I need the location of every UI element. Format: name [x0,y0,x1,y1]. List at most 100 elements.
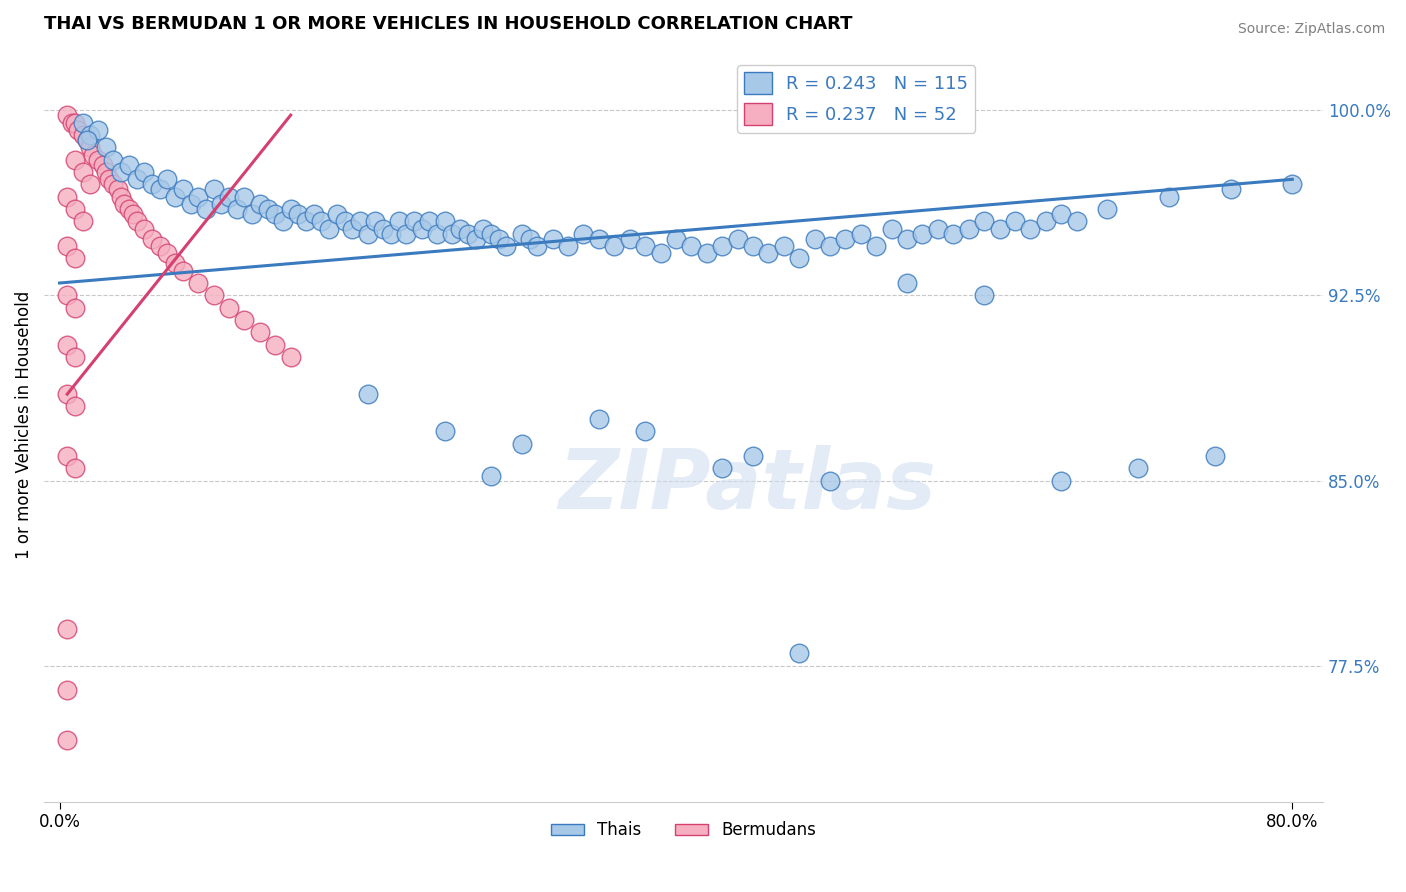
Point [927,221,949,235]
Point [63,115,86,129]
Point [63,252,86,266]
Point [72,165,94,179]
Text: THAI VS BERMUDAN 1 OR MORE VEHICLES IN HOUSEHOLD CORRELATION CHART: THAI VS BERMUDAN 1 OR MORE VEHICLES IN H… [44,15,852,33]
Point [711,461,734,475]
Point [63,153,86,167]
Point [141,231,163,245]
Point [56,622,79,636]
Point [82,147,104,161]
Point [287,207,309,221]
Point [56,683,79,698]
Point [510,227,533,241]
Point [395,227,418,241]
Point [318,221,340,235]
Point [1128,461,1150,475]
Point [110,165,132,179]
Point [172,182,194,196]
Point [134,165,156,179]
Point [295,214,318,228]
Point [495,239,517,253]
Point [911,227,934,241]
Point [418,214,440,228]
Point [256,202,278,216]
Point [202,288,225,302]
Point [179,197,201,211]
Point [411,221,433,235]
Point [742,239,765,253]
Point [865,239,887,253]
Y-axis label: 1 or more Vehicles in Household: 1 or more Vehicles in Household [15,291,32,559]
Point [488,231,510,245]
Point [125,214,148,228]
Point [742,449,765,463]
Point [588,412,610,426]
Point [818,474,841,488]
Point [787,252,810,266]
Point [94,165,117,179]
Point [79,128,101,142]
Point [402,214,425,228]
Point [56,387,79,401]
Point [973,288,995,302]
Point [942,227,965,241]
Point [187,276,209,290]
Point [149,182,172,196]
Point [1050,474,1073,488]
Point [357,227,380,241]
Point [572,227,595,241]
Point [280,202,302,216]
Point [433,424,456,438]
Point [519,231,541,245]
Point [896,231,918,245]
Point [112,197,135,211]
Point [87,153,110,167]
Point [634,424,657,438]
Point [122,207,145,221]
Point [233,313,256,327]
Point [103,153,125,167]
Point [141,178,163,192]
Point [387,214,409,228]
Point [464,231,486,245]
Point [56,288,79,302]
Point [1004,214,1026,228]
Point [357,387,380,401]
Point [510,436,533,450]
Point [711,239,734,253]
Point [56,108,79,122]
Point [479,468,502,483]
Point [526,239,548,253]
Point [957,221,980,235]
Point [634,239,657,253]
Point [56,337,79,351]
Point [56,239,79,253]
Point [225,202,247,216]
Legend: Thais, Bermudans: Thais, Bermudans [544,814,823,846]
Point [880,221,903,235]
Point [218,301,240,315]
Point [97,172,120,186]
Point [1050,207,1073,221]
Point [326,207,349,221]
Point [187,189,209,203]
Point [988,221,1011,235]
Point [76,133,98,147]
Point [1281,178,1303,192]
Point [66,123,89,137]
Point [619,231,641,245]
Point [333,214,356,228]
Point [371,221,394,235]
Point [240,207,263,221]
Point [457,227,479,241]
Point [557,239,579,253]
Point [433,214,456,228]
Point [134,221,156,235]
Point [650,246,672,260]
Point [249,197,271,211]
Point [63,202,86,216]
Point [302,207,325,221]
Point [218,189,240,203]
Point [588,231,610,245]
Point [1019,221,1042,235]
Point [787,647,810,661]
